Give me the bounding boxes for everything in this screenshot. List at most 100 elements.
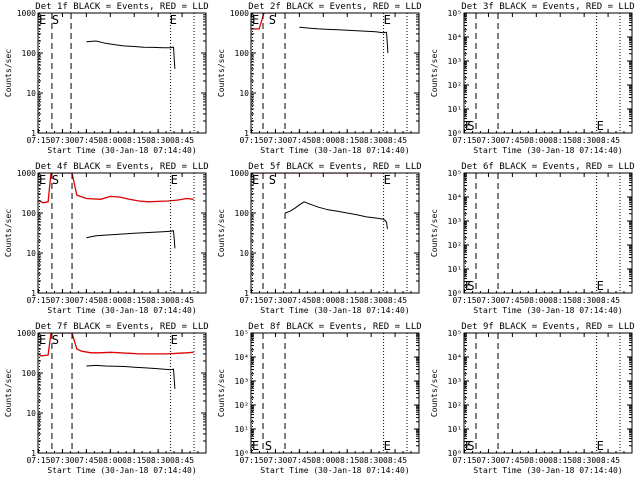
series-group [39,173,194,249]
x-tick-label: 08:00 [311,136,335,145]
x-tick-label: 08:00 [524,136,548,145]
y-axis-label: Counts/sec [217,369,226,417]
y-tick-label: 10³ [448,217,462,226]
x-tick-label: 07:15 [239,296,263,305]
x-tick-label: 07:45 [500,296,524,305]
x-tick-label: 07:30 [50,296,74,305]
x-axis-label: Start Time (30-Jan-18 07:14:40) [473,146,622,155]
x-tick-label: 07:15 [239,456,263,465]
x-tick-label: 07:30 [476,456,500,465]
plot-frame [37,332,207,454]
x-tick-label: 08:00 [311,296,335,305]
plot-frame [463,332,633,454]
y-axis-label: Counts/sec [430,209,439,257]
x-axis-label: Start Time (30-Jan-18 07:14:40) [47,306,196,315]
marker-label-s: S [52,13,59,27]
x-axis-label: Start Time (30-Jan-18 07:14:40) [47,146,196,155]
x-tick-label: 08:30 [572,456,596,465]
y-tick-label: 10⁴ [448,353,462,362]
x-tick-label: 08:15 [548,136,572,145]
series-line-lld [39,333,194,357]
y-tick-label: 10 [26,249,36,258]
x-tick-label: 07:45 [287,296,311,305]
x-tick-label: 08:15 [548,296,572,305]
plot-frame [37,172,207,294]
marker-label-e: E [170,13,177,27]
chart-title: Det 7f BLACK = Events, RED = LLD [35,322,208,332]
y-tick-label: 1 [31,449,36,458]
y-axis-label: Counts/sec [430,369,439,417]
y-tick-label: 10² [235,401,249,410]
x-tick-label: 07:30 [50,456,74,465]
marker-label-s: S [265,439,272,453]
y-axis-label: Counts/sec [217,209,226,257]
x-tick-label: 08:15 [335,136,359,145]
x-axis-label: Start Time (30-Jan-18 07:14:40) [260,466,409,475]
y-tick-label: 10² [448,401,462,410]
x-tick-label: 07:15 [239,136,263,145]
series-group [252,13,389,54]
y-axis-label: Counts/sec [217,49,226,97]
x-tick-label: 08:30 [572,136,596,145]
x-tick-label: 08:45 [170,456,194,465]
x-tick-label: 08:15 [122,296,146,305]
marker-label-e: E [465,439,472,453]
chart-title: Det 5f BLACK = Events, RED = LLD [248,162,421,172]
x-axis-label: Start Time (30-Jan-18 07:14:40) [473,466,622,475]
chart-title: Det 9f BLACK = Events, RED = LLD [461,322,634,332]
marker-label-s: S [52,333,59,347]
y-tick-label: 100 [22,49,37,58]
x-tick-label: 08:45 [596,296,620,305]
x-tick-label: 08:00 [98,136,122,145]
y-tick-label: 10 [239,249,249,258]
y-tick-label: 1000 [17,169,36,178]
marker-label-e: E [465,119,472,133]
x-axis-label: Start Time (30-Jan-18 07:14:40) [473,306,622,315]
y-axis-label: Counts/sec [4,209,13,257]
x-tick-label: 08:45 [383,136,407,145]
x-tick-label: 07:15 [452,456,476,465]
y-tick-label: 10⁰ [448,129,462,138]
x-tick-label: 07:30 [263,456,287,465]
x-tick-label: 08:15 [122,136,146,145]
plot-frame [250,12,420,134]
x-tick-label: 08:45 [596,136,620,145]
y-tick-label: 10¹ [448,105,462,114]
x-tick-label: 08:45 [170,136,194,145]
x-tick-label: 08:00 [311,456,335,465]
y-tick-label: 1000 [17,9,36,18]
y-tick-label: 100 [22,209,37,218]
marker-label-e: E [384,173,391,187]
x-tick-label: 07:30 [263,136,287,145]
y-tick-label: 10³ [448,377,462,386]
x-tick-label: 08:15 [548,456,572,465]
marker-label-e: E [597,119,604,133]
x-tick-label: 08:45 [383,456,407,465]
x-tick-label: 07:45 [287,136,311,145]
series-line-events [86,230,176,249]
y-tick-label: 10⁰ [448,449,462,458]
series-line-events [86,364,176,389]
x-tick-label: 08:45 [596,456,620,465]
x-tick-label: 08:30 [146,136,170,145]
y-tick-label: 10⁴ [235,353,249,362]
y-tick-label: 10 [26,409,36,418]
y-tick-label: 10⁵ [448,169,462,178]
series-line-events [299,26,389,54]
marker-label-e: E [252,13,259,27]
y-tick-label: 10¹ [448,265,462,274]
x-tick-label: 07:45 [287,456,311,465]
y-tick-label: 1 [244,289,249,298]
y-tick-label: 10 [239,89,249,98]
x-tick-label: 07:45 [74,136,98,145]
y-tick-label: 1000 [230,169,249,178]
marker-label-e: E [384,439,391,453]
x-tick-label: 07:15 [26,296,50,305]
chart-title: Det 6f BLACK = Events, RED = LLD [461,162,634,172]
plot-frame [37,12,207,134]
